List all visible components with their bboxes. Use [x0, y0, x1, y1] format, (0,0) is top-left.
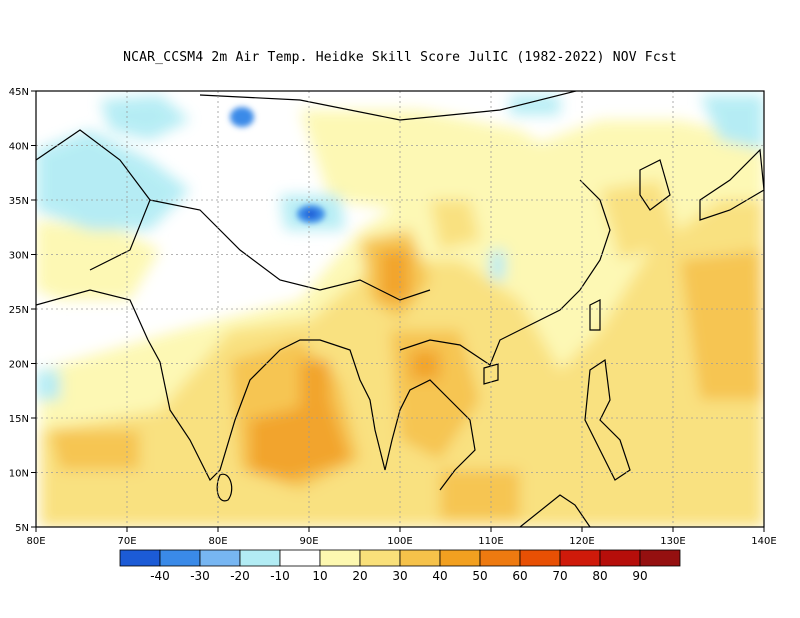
lon-label: 70E [117, 536, 136, 547]
colorbar-label: 70 [552, 569, 567, 583]
lon-label: 80E [208, 536, 227, 547]
colorbar-swatch [279, 549, 321, 567]
colorbar-swatch [199, 549, 241, 567]
lon-label: 100E [387, 536, 412, 547]
colorbar-label: 80 [592, 569, 607, 583]
colorbar-swatch [639, 549, 681, 567]
colorbar-swatch [439, 549, 481, 567]
lat-label: 30N [9, 251, 29, 262]
colorbar-swatch [119, 549, 161, 567]
lon-label: 110E [478, 536, 503, 547]
axis-ticks [31, 90, 765, 532]
colorbar-label: -10 [270, 569, 290, 583]
colorbar-label: 10 [312, 569, 327, 583]
colorbar-swatch [519, 549, 561, 567]
lat-label: 25N [9, 305, 29, 316]
colorbar-swatch [599, 549, 641, 567]
colorbar-swatch [399, 549, 441, 567]
lon-label: 120E [569, 536, 594, 547]
colorbar-swatch [159, 549, 201, 567]
colorbar-label: 90 [632, 569, 647, 583]
lat-label: 35N [9, 196, 29, 207]
lon-labels: 80E 70E 80E 90E 100E 110E 120E 130E 140E [26, 536, 776, 547]
graticule [36, 91, 764, 527]
lat-label: 10N [9, 469, 29, 480]
lat-label: 20N [9, 360, 29, 371]
lat-label: 40N [9, 142, 29, 153]
lat-label: 45N [9, 87, 29, 98]
colorbar-swatch [479, 549, 521, 567]
lon-label: 80E [26, 536, 45, 547]
coastlines [36, 91, 764, 527]
colorbar-label: -30 [190, 569, 210, 583]
lon-label: 140E [751, 536, 776, 547]
lat-label: 15N [9, 414, 29, 425]
lon-label: 130E [660, 536, 685, 547]
colorbar-swatch [359, 549, 401, 567]
colorbar-label: 50 [472, 569, 487, 583]
colorbar-label: 20 [352, 569, 367, 583]
colorbar-label: 60 [512, 569, 527, 583]
colorbar-label: 30 [392, 569, 407, 583]
lat-label: 5N [15, 523, 29, 534]
colorbar: -40 -30 -20 -10 10 20 30 40 50 60 70 80 90 [119, 549, 681, 583]
colorbar-label: 40 [432, 569, 447, 583]
colorbar-swatch [319, 549, 361, 567]
colorbar-swatch [559, 549, 601, 567]
colorbar-label: -20 [230, 569, 250, 583]
lon-label: 90E [299, 536, 318, 547]
lat-labels: 45N 40N 35N 30N 25N 20N 15N 10N 5N [9, 87, 29, 534]
colorbar-label: -40 [150, 569, 170, 583]
map-title: NCAR_CCSM4 2m Air Temp. Heidke Skill Sco… [123, 50, 677, 65]
colorbar-swatch [239, 549, 281, 567]
